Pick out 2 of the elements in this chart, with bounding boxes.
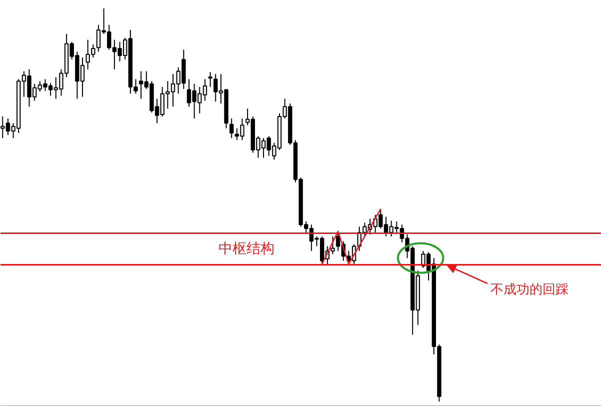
text: 不成功的回踩 bbox=[490, 282, 568, 298]
annotation: 中枢结构 bbox=[218, 241, 274, 258]
